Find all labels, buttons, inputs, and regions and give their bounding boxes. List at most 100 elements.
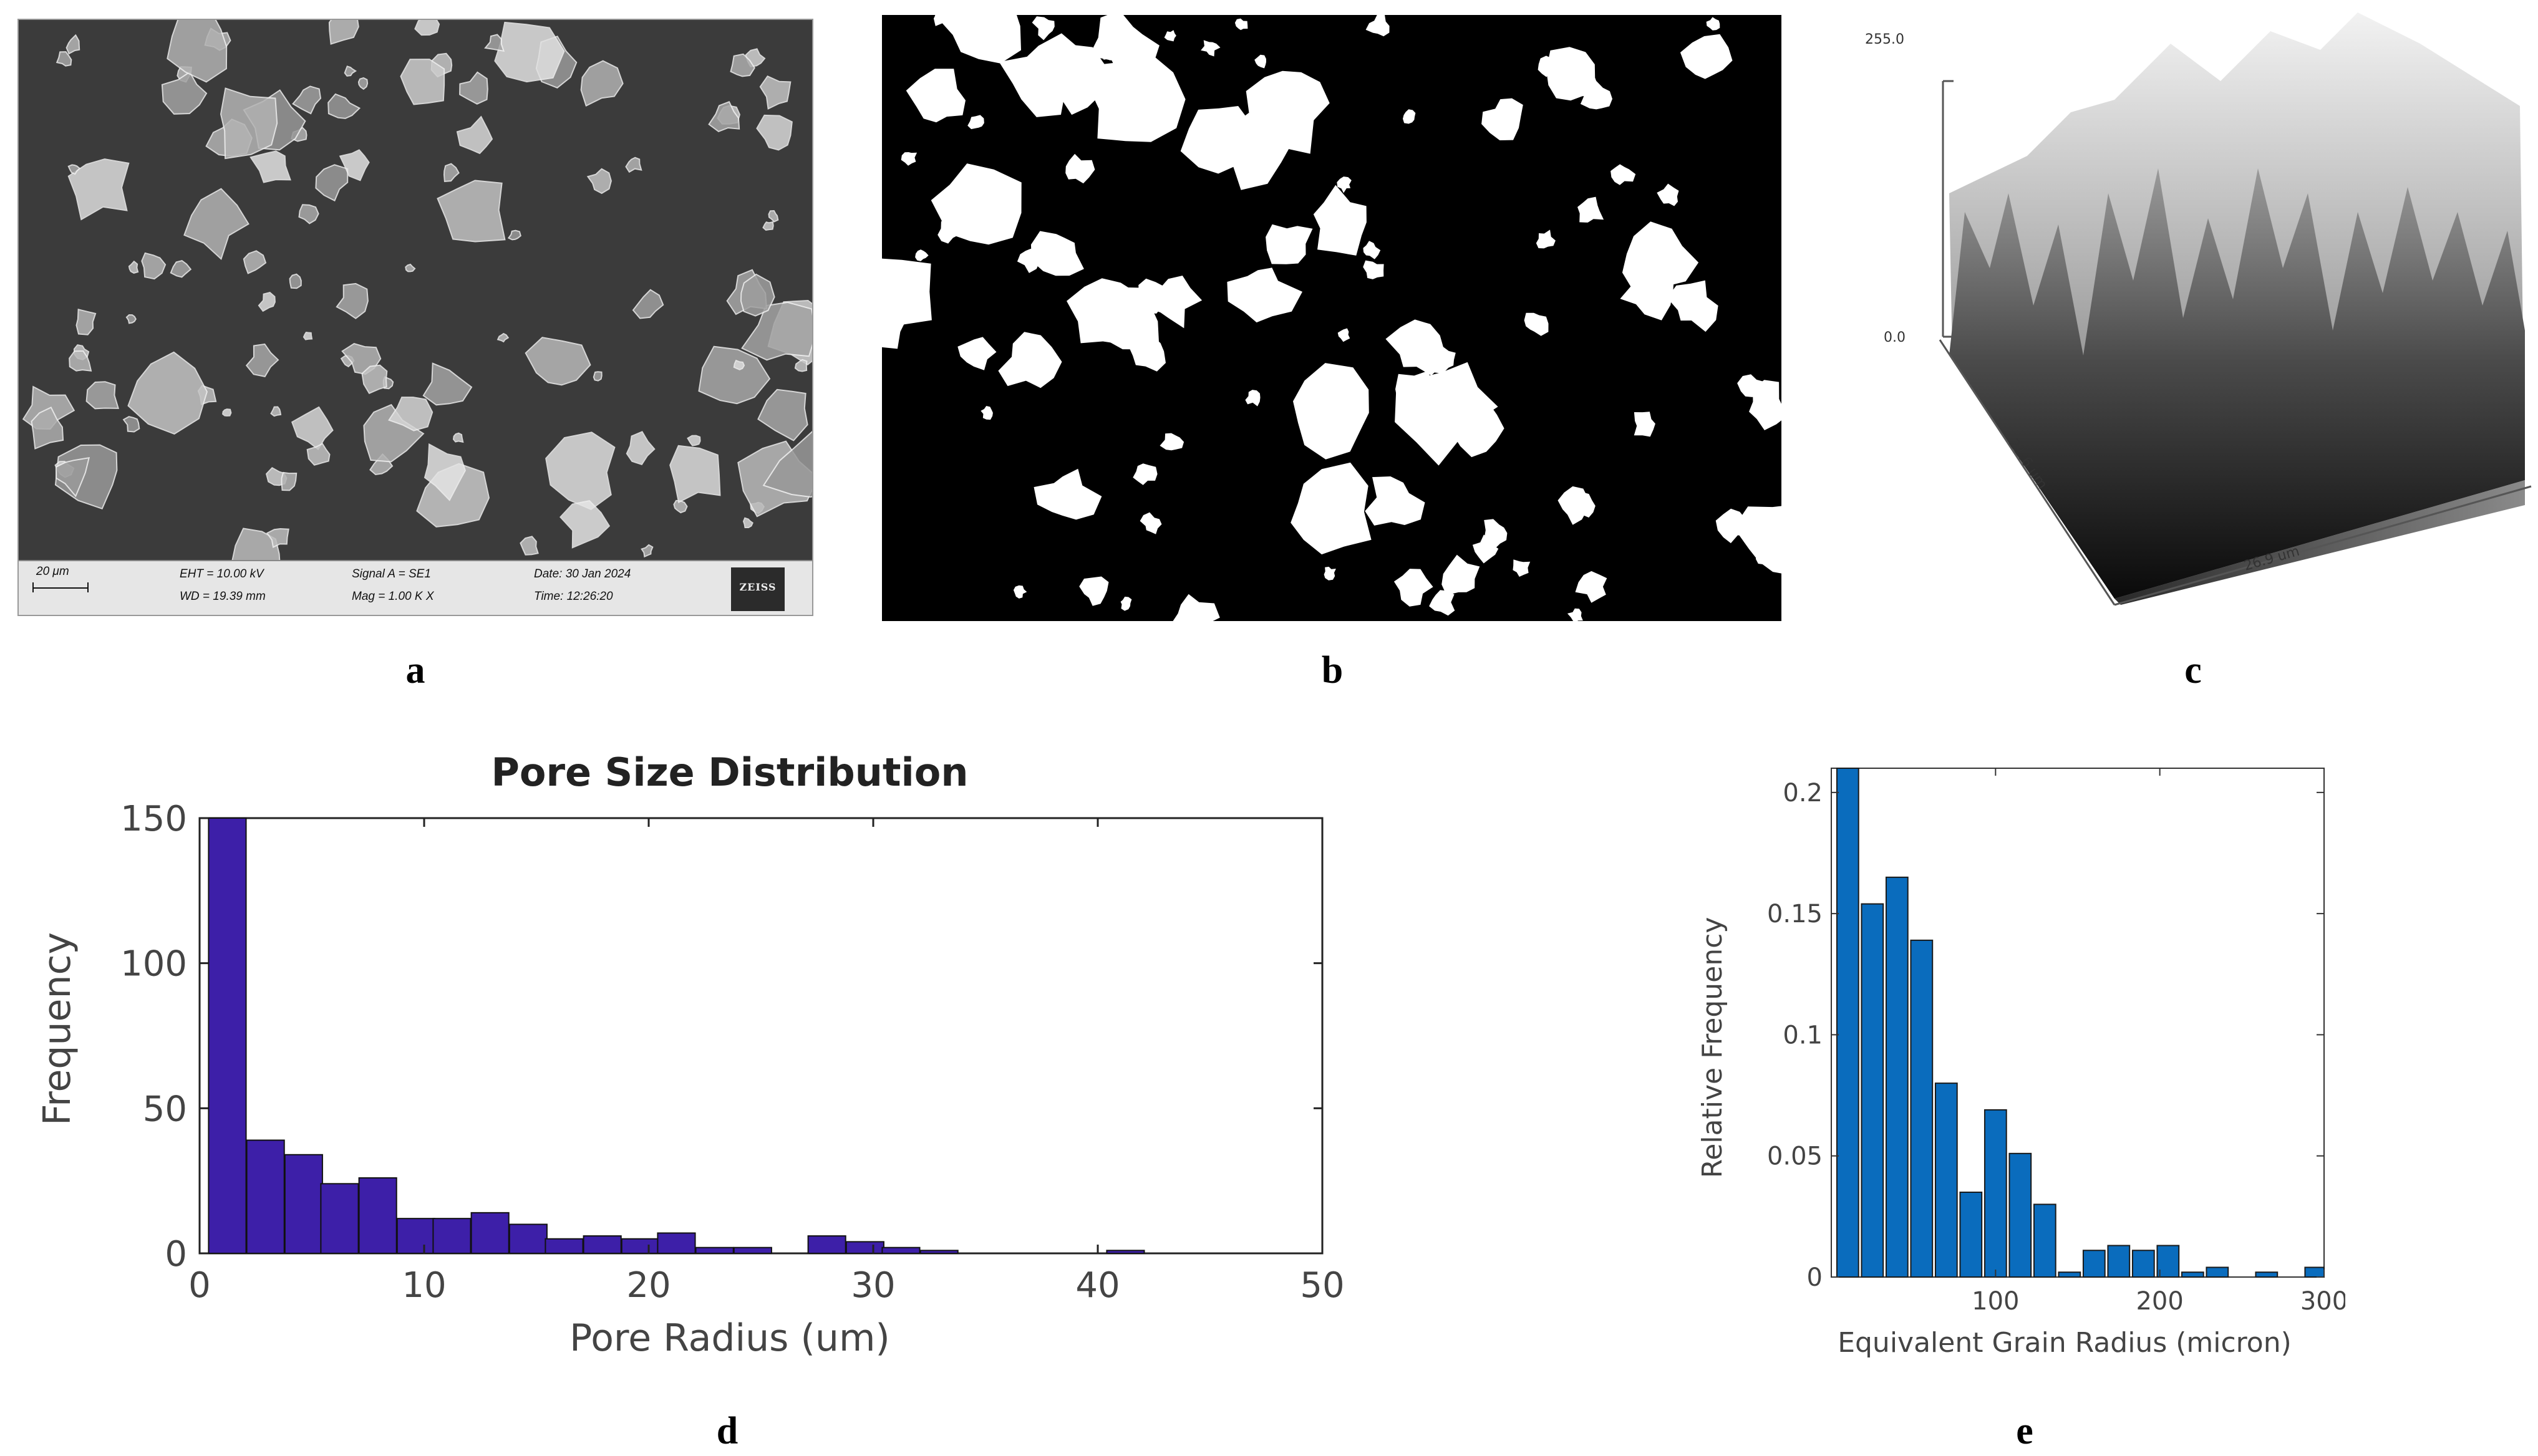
binary-blob xyxy=(1254,54,1266,69)
binary-blob xyxy=(1749,380,1781,430)
sem-particle xyxy=(266,528,289,548)
scale-bar xyxy=(32,587,87,589)
sem-particle xyxy=(708,101,740,133)
chart-d-bar xyxy=(733,1246,772,1255)
binary-blob xyxy=(1337,328,1350,342)
chart-d-ytick-label: 100 xyxy=(120,944,187,985)
binary-blob xyxy=(1160,433,1184,451)
sem-particle xyxy=(456,115,493,155)
sem-particle xyxy=(443,163,460,182)
chart-d-bar xyxy=(545,1238,584,1255)
chart-e-bar xyxy=(2255,1271,2279,1278)
binary-blob xyxy=(1337,176,1352,193)
binary-blob xyxy=(1481,98,1523,140)
eht-label: EHT = 10.00 kV xyxy=(180,567,264,581)
binary-blob xyxy=(1622,221,1699,299)
chart-e-xtick-label: 100 xyxy=(1972,1287,2019,1316)
binary-blob xyxy=(1207,99,1294,190)
binary-blob xyxy=(1441,554,1480,595)
binary-blob xyxy=(1567,608,1583,621)
chart-e-bar xyxy=(1885,876,1909,1278)
binary-blob xyxy=(1634,412,1655,437)
panel-letter-c: c xyxy=(2184,649,2202,692)
binary-blob xyxy=(981,406,993,420)
sem-particle xyxy=(344,65,357,77)
sem-particle xyxy=(559,500,611,549)
sem-particle xyxy=(762,430,812,498)
chart-d-bar xyxy=(432,1218,472,1254)
chart-e-ytick-label: 0.15 xyxy=(1767,900,1823,928)
y-axis-3d xyxy=(1939,339,2116,605)
sem-particle xyxy=(328,20,359,45)
sem-particle xyxy=(243,250,267,274)
scale-bar-label: 20 μm xyxy=(36,565,69,578)
date-label: Date: 30 Jan 2024 xyxy=(534,567,631,581)
binary-blob xyxy=(1173,594,1220,621)
chart-e-bar xyxy=(2058,1271,2081,1278)
binary-blob xyxy=(1067,278,1138,344)
sem-particle xyxy=(122,416,140,433)
binary-blob xyxy=(1164,30,1176,42)
binary-blob xyxy=(901,152,918,166)
chart-e-bar xyxy=(2131,1250,2155,1278)
sem-particle xyxy=(757,388,808,441)
chart-d-xtick-label: 0 xyxy=(188,1265,211,1306)
binary-blob xyxy=(1128,337,1166,372)
sem-particle xyxy=(437,180,506,243)
chart-d-bar xyxy=(508,1223,548,1255)
binary-blob xyxy=(1365,476,1425,526)
sem-particle xyxy=(452,432,464,443)
sem-particle xyxy=(357,77,369,90)
chart-d-xlabel: Pore Radius (um) xyxy=(569,1316,890,1360)
chart-e-bar xyxy=(1983,1109,2007,1278)
sem-particle xyxy=(632,289,664,319)
sem-particle xyxy=(56,51,72,67)
sem-particle xyxy=(742,517,753,528)
binary-blob xyxy=(1133,463,1158,485)
sem-particle xyxy=(291,406,334,450)
scale-bar-tick-right xyxy=(87,582,89,592)
z-min-label: 0.0 xyxy=(1884,330,1906,345)
binary-segmentation xyxy=(882,15,1781,621)
sem-particle xyxy=(161,71,208,115)
sem-particle xyxy=(520,536,539,556)
chart-d-bar xyxy=(208,817,247,1254)
sem-particle xyxy=(270,406,282,417)
sem-particle xyxy=(762,221,774,231)
chart-d-bar xyxy=(358,1177,397,1254)
binary-blob xyxy=(1385,319,1444,376)
sem-micrograph: 20 μm EHT = 10.00 kV WD = 19.39 mm Signa… xyxy=(17,19,813,616)
sem-info-bar: 20 μm EHT = 10.00 kV WD = 19.39 mm Signa… xyxy=(19,560,812,615)
sem-particle xyxy=(245,343,279,378)
wd-label: WD = 19.39 mm xyxy=(180,590,266,603)
binary-blob xyxy=(1313,185,1367,256)
chart-e-bar xyxy=(1959,1192,1983,1278)
chart-e-ytick-label: 0.05 xyxy=(1767,1142,1823,1171)
sem-particle xyxy=(303,332,313,340)
chart-d-bar xyxy=(621,1238,660,1255)
binary-blob xyxy=(957,337,997,370)
binary-blob xyxy=(1524,312,1549,336)
binary-blob xyxy=(1030,231,1084,276)
chart-d-bar xyxy=(320,1183,359,1255)
sem-particle xyxy=(641,544,654,558)
sem-particle xyxy=(669,445,721,503)
sem-particle xyxy=(545,431,616,511)
binary-blob xyxy=(1363,260,1384,279)
sem-particle xyxy=(327,93,361,119)
chart-d-bar xyxy=(396,1218,435,1254)
surface-plot-3d: 255.0 0.0 21.6 um 26.9 um xyxy=(1821,6,2532,630)
binary-blob xyxy=(1065,153,1095,184)
sem-particle xyxy=(170,260,192,278)
grain-radius-svg: Equivalent Grain Radius (micron) Relativ… xyxy=(1697,768,2348,1359)
binary-blob xyxy=(1227,268,1302,323)
sem-particle xyxy=(422,362,473,406)
chart-d-xtick-label: 20 xyxy=(626,1265,671,1306)
sem-particle xyxy=(586,168,612,195)
binary-blob xyxy=(1245,390,1261,407)
chart-e-xtick-label: 300 xyxy=(2300,1287,2345,1316)
binary-blob xyxy=(1120,596,1132,611)
binary-blob xyxy=(1657,183,1679,206)
sem-particle xyxy=(730,53,755,77)
sem-particle xyxy=(55,456,90,498)
